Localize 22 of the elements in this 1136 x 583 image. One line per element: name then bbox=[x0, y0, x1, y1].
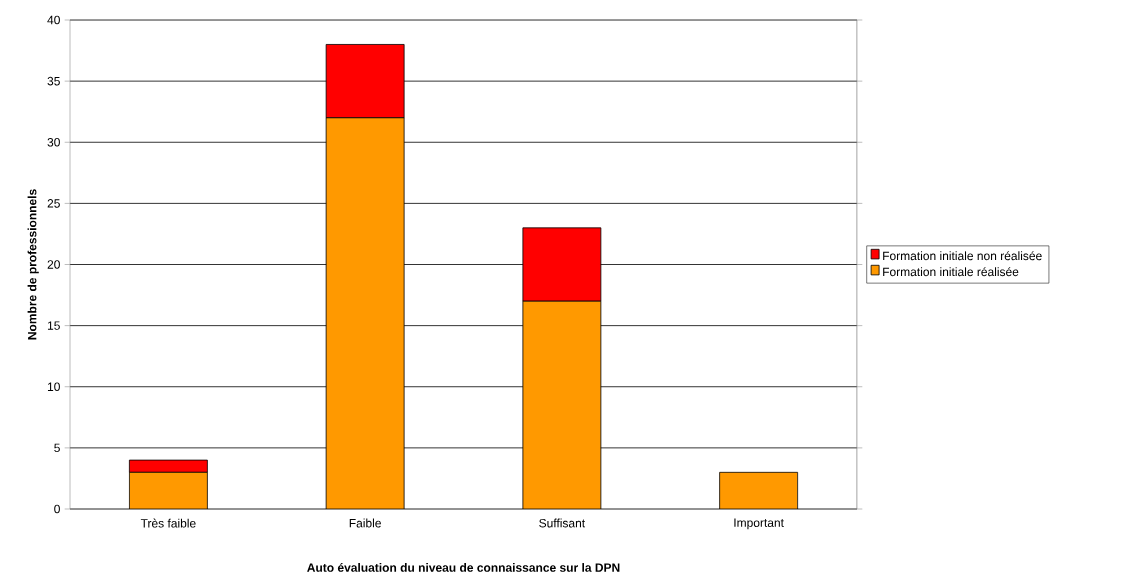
bar bbox=[522, 300, 602, 509]
legend-label: Formation initiale non réalisée bbox=[883, 251, 1042, 261]
x-tick-label: Très faible bbox=[140, 518, 196, 528]
y-tick-label: 40 bbox=[47, 15, 60, 25]
bar bbox=[325, 117, 405, 509]
x-tick-label: Suffisant bbox=[539, 518, 586, 528]
y-tick-label: 30 bbox=[47, 138, 60, 147]
y-axis-title: Nombre de professionnels bbox=[27, 189, 39, 340]
y-tick-label: 5 bbox=[54, 443, 60, 453]
legend-label: Formation initiale réalisée bbox=[883, 267, 1019, 277]
y-tick-label: 0 bbox=[54, 504, 60, 514]
bar bbox=[128, 471, 208, 509]
bar bbox=[522, 227, 602, 302]
y-tick-label: 20 bbox=[47, 260, 60, 269]
x-tick-label: Important bbox=[734, 518, 784, 530]
y-tick-label: 15 bbox=[47, 321, 60, 330]
y-tick-label: 25 bbox=[47, 199, 60, 208]
y-tick-label: 35 bbox=[47, 76, 60, 86]
y-tick-label: 10 bbox=[47, 382, 60, 392]
bar bbox=[719, 471, 799, 509]
x-tick-label: Faible bbox=[349, 518, 381, 528]
x-axis-title: Auto évaluation du niveau de connaissance sur la DPN bbox=[307, 562, 620, 572]
